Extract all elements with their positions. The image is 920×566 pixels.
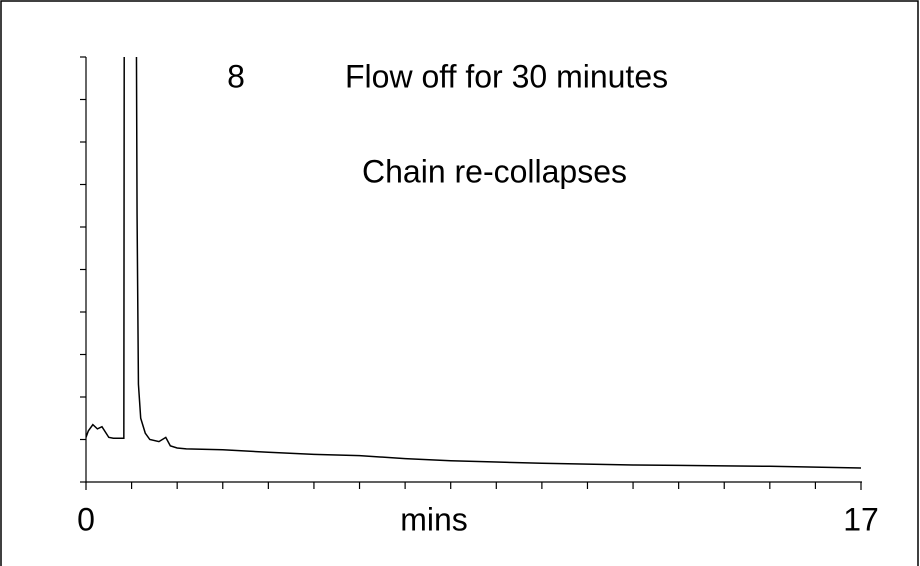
chart-title: Flow off for 30 minutes: [345, 58, 668, 94]
x-tick-label: 0: [77, 501, 95, 537]
chart-subtitle: Chain re-collapses: [362, 153, 627, 189]
x-axis-label: mins: [400, 501, 468, 537]
x-tick-label: 17: [843, 501, 879, 537]
annotation: 8: [227, 58, 245, 94]
data-line: [86, 57, 862, 469]
